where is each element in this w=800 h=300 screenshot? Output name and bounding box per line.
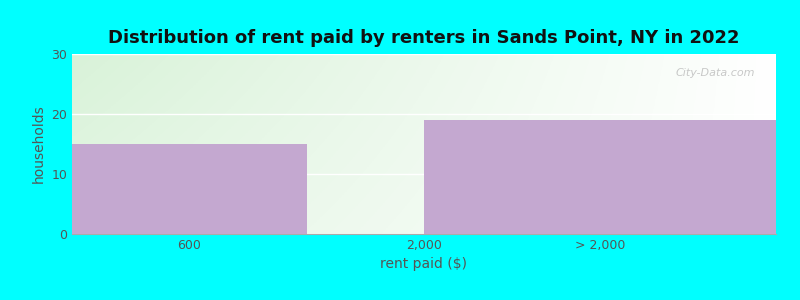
Text: City-Data.com: City-Data.com [675,68,755,78]
X-axis label: rent paid ($): rent paid ($) [381,257,467,272]
Title: Distribution of rent paid by renters in Sands Point, NY in 2022: Distribution of rent paid by renters in … [108,29,740,47]
Bar [72,144,306,234]
Y-axis label: households: households [32,105,46,183]
Bar [424,120,776,234]
